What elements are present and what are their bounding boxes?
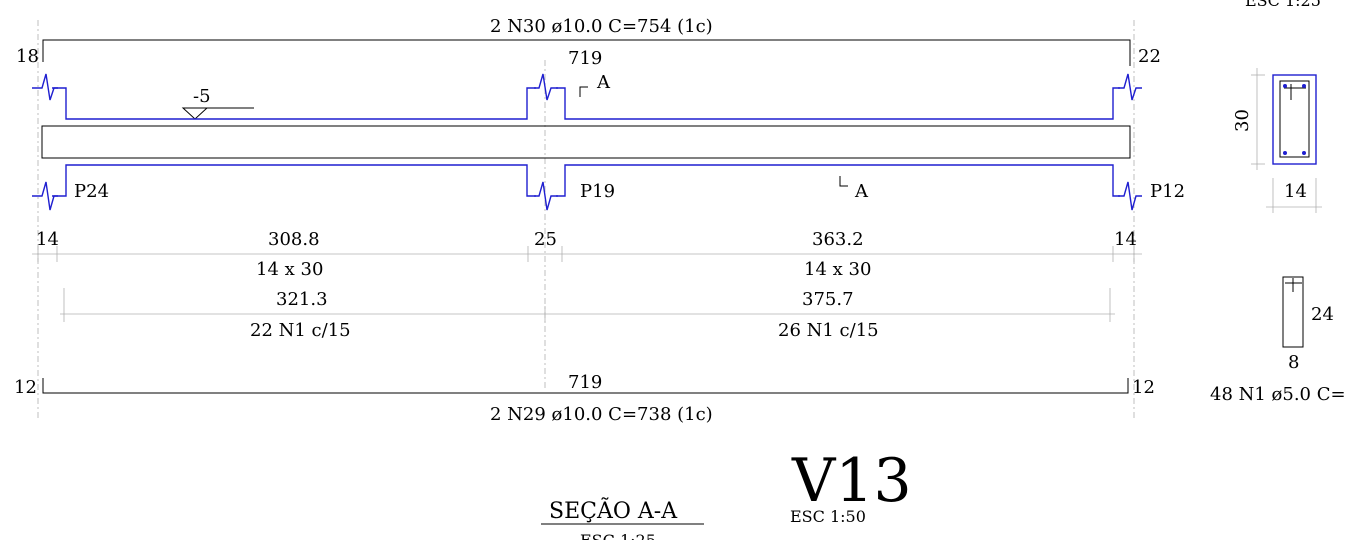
section-scale: ESC 1:25 [580,531,656,540]
dimension-line-stirrups [60,288,1115,322]
section-mark-top-label: A [596,72,611,93]
level-mark-value: -5 [193,86,211,107]
span-stirrup-count: 22 N1 c/15 [250,320,351,341]
span-stirrup-count: 26 N1 c/15 [778,320,879,341]
support-label: P24 [74,181,109,202]
stirrup-shape [1282,276,1304,348]
cross-section-width: 14 [1284,181,1307,202]
stirrup-zone [41,125,1131,159]
bottom-rebar [42,378,1129,394]
support-width: 14 [1114,229,1137,250]
top-bar-hook-right: 22 [1138,46,1161,67]
support-label: P19 [580,181,615,202]
stirrup-label: 48 N1 ø5.0 C= [1210,384,1346,405]
stirrup-width: 8 [1288,352,1299,373]
beam-name: V13 [791,446,912,516]
bottom-bar-hook-right: 12 [1132,377,1155,398]
level-mark [181,107,254,120]
top-bar-label: 2 N30 ø10.0 C=754 (1c) [490,16,713,37]
beam-scale: ESC 1:50 [790,507,866,526]
bottom-bar-length: 719 [568,372,602,393]
span-stirrup-length: 375.7 [802,289,854,310]
bottom-bar-label: 2 N29 ø10.0 C=738 (1c) [490,404,713,425]
support-width: 14 [36,229,59,250]
support-width: 25 [534,229,557,250]
span-section: 14 x 30 [256,259,323,280]
section-cut-mark-top [579,86,588,97]
section-title: SEÇÃO A-A [549,496,678,524]
span-stirrup-length: 321.3 [276,289,328,310]
support-label: P12 [1150,181,1185,202]
section-mark-bottom-label: A [854,181,869,202]
section-cut-mark-bottom [839,176,848,187]
top-bar-length: 719 [568,48,602,69]
bottom-bar-hook-left: 12 [14,377,37,398]
span-clear-length: 363.2 [812,229,864,250]
span-clear-length: 308.8 [268,229,320,250]
top-rebar [42,39,1131,66]
dimension-line-spans [32,246,1142,262]
stirrup-height: 24 [1311,304,1334,325]
top-bar-hook-left: 18 [16,46,39,67]
span-section: 14 x 30 [804,259,871,280]
cross-section [1251,68,1322,213]
support-axis-lines [37,20,1135,420]
corner-scale-label: ESC 1:25 [1245,0,1321,10]
beam-outline [32,73,1142,211]
cross-section-height: 30 [1232,109,1253,132]
